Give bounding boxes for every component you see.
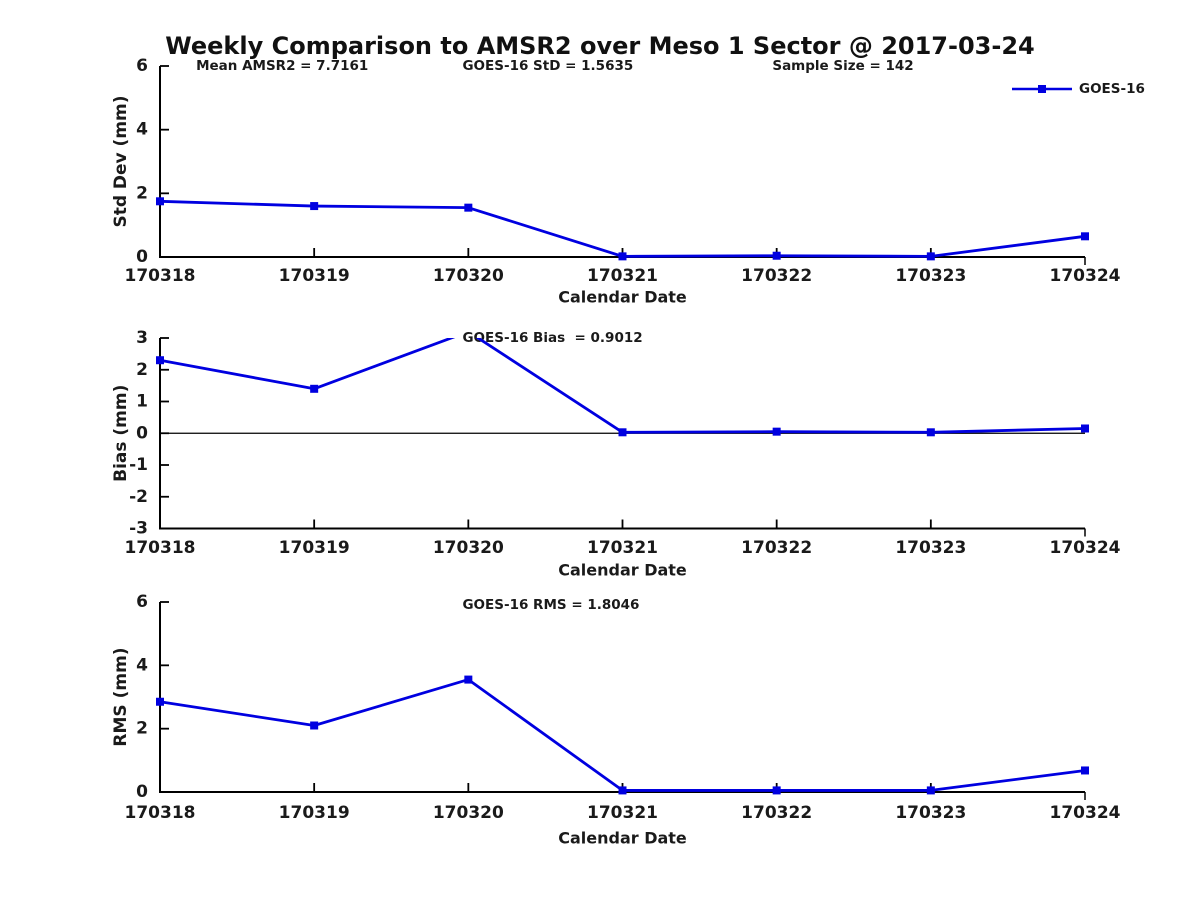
data-point-marker [1081, 424, 1089, 433]
data-point-marker [926, 428, 935, 437]
y-tick-label: 0 [136, 782, 148, 802]
std-dev-subplot: 0 2 4 6 170318 170319 170320 170321 170322 170323… [111, 56, 1145, 307]
data-point-marker [772, 251, 781, 260]
x-tick-label: 170324 [1050, 803, 1121, 823]
x-tick-label: 170321 [587, 266, 658, 286]
data-point-marker [464, 675, 473, 684]
data-point-marker [772, 786, 781, 795]
y-axis-title: RMS (mm) [111, 647, 131, 746]
annotation-text: Sample Size = 142 [772, 58, 913, 74]
series-line [159, 338, 1086, 434]
y-tick-label: 4 [136, 120, 148, 140]
y-tick-label: 1 [136, 392, 148, 412]
data-point-marker [618, 252, 627, 261]
rms-subplot: 0 2 4 6 170318 170319 170320 170321 170322 170323… [111, 592, 1121, 848]
x-axis-title: Calendar Date [558, 829, 687, 848]
legend: GOES-16 [1012, 81, 1145, 97]
y-axis-title: Bias (mm) [111, 385, 131, 482]
series-group [156, 338, 1089, 437]
data-point-marker [1081, 232, 1089, 241]
x-axis-title: Calendar Date [558, 288, 687, 307]
x-tick-label: 170323 [895, 266, 966, 286]
data-point-marker [310, 721, 319, 730]
series-group [156, 197, 1089, 261]
y-tick-label: 6 [136, 56, 148, 76]
y-tick-label: 6 [136, 592, 148, 612]
x-tick-label: 170318 [125, 266, 196, 286]
x-tick-label: 170323 [895, 803, 966, 823]
x-tick-label: 170320 [433, 803, 504, 823]
x-tick-label: 170320 [433, 266, 504, 286]
bias-subplot: -3 -2 -1 0 1 2 3 170318 170319 170320 170321 170322… [111, 328, 1121, 580]
x-axis-title: Calendar Date [558, 561, 687, 580]
x-tick-label: 170318 [125, 803, 196, 823]
y-tick-label: 2 [136, 183, 148, 203]
x-tick-label: 170321 [587, 538, 658, 558]
annotation-text: Mean AMSR2 = 7.7161 [196, 58, 368, 74]
data-point-marker [310, 202, 319, 211]
series-line [159, 678, 1086, 792]
y-tick-label: 3 [136, 328, 148, 348]
data-point-marker [310, 384, 319, 393]
series-group [156, 675, 1089, 795]
data-point-marker [772, 427, 781, 436]
data-point-marker [156, 197, 164, 206]
legend-marker [1038, 85, 1046, 93]
y-tick-label: 2 [136, 719, 148, 739]
y-tick-label: 4 [136, 655, 148, 675]
y-axis-title: Std Dev (mm) [111, 95, 131, 227]
data-point-marker [156, 356, 164, 365]
legend-label: GOES-16 [1079, 81, 1145, 97]
annotation-text: GOES-16 Bias = 0.9012 [462, 330, 642, 346]
x-tick-label: 170318 [125, 538, 196, 558]
y-tick-label: 0 [136, 247, 148, 267]
x-tick-label: 170319 [279, 266, 350, 286]
x-tick-label: 170321 [587, 803, 658, 823]
data-point-marker [156, 697, 164, 706]
x-tick-label: 170319 [279, 538, 350, 558]
annotation-text: GOES-16 RMS = 1.8046 [462, 597, 639, 613]
x-tick-label: 170322 [741, 538, 812, 558]
data-point-marker [926, 786, 935, 795]
annotation-text: GOES-16 StD = 1.5635 [462, 58, 633, 74]
data-point-marker [926, 252, 935, 261]
y-tick-label: -1 [129, 455, 148, 475]
data-point-marker [618, 786, 627, 795]
data-point-marker [464, 203, 473, 212]
y-tick-label: -3 [129, 519, 148, 539]
x-tick-label: 170323 [895, 538, 966, 558]
x-tick-label: 170324 [1050, 538, 1121, 558]
y-tick-label: -2 [129, 487, 148, 507]
data-point-marker [1081, 766, 1089, 775]
x-tick-label: 170322 [741, 266, 812, 286]
y-tick-label: 0 [136, 423, 148, 443]
page-title: Weekly Comparison to AMSR2 over Meso 1 S… [165, 32, 1035, 60]
y-tick-label: 2 [136, 360, 148, 380]
data-point-marker [618, 428, 627, 437]
x-tick-label: 170319 [279, 803, 350, 823]
x-tick-label: 170324 [1050, 266, 1121, 286]
x-tick-label: 170322 [741, 803, 812, 823]
x-tick-label: 170320 [433, 538, 504, 558]
